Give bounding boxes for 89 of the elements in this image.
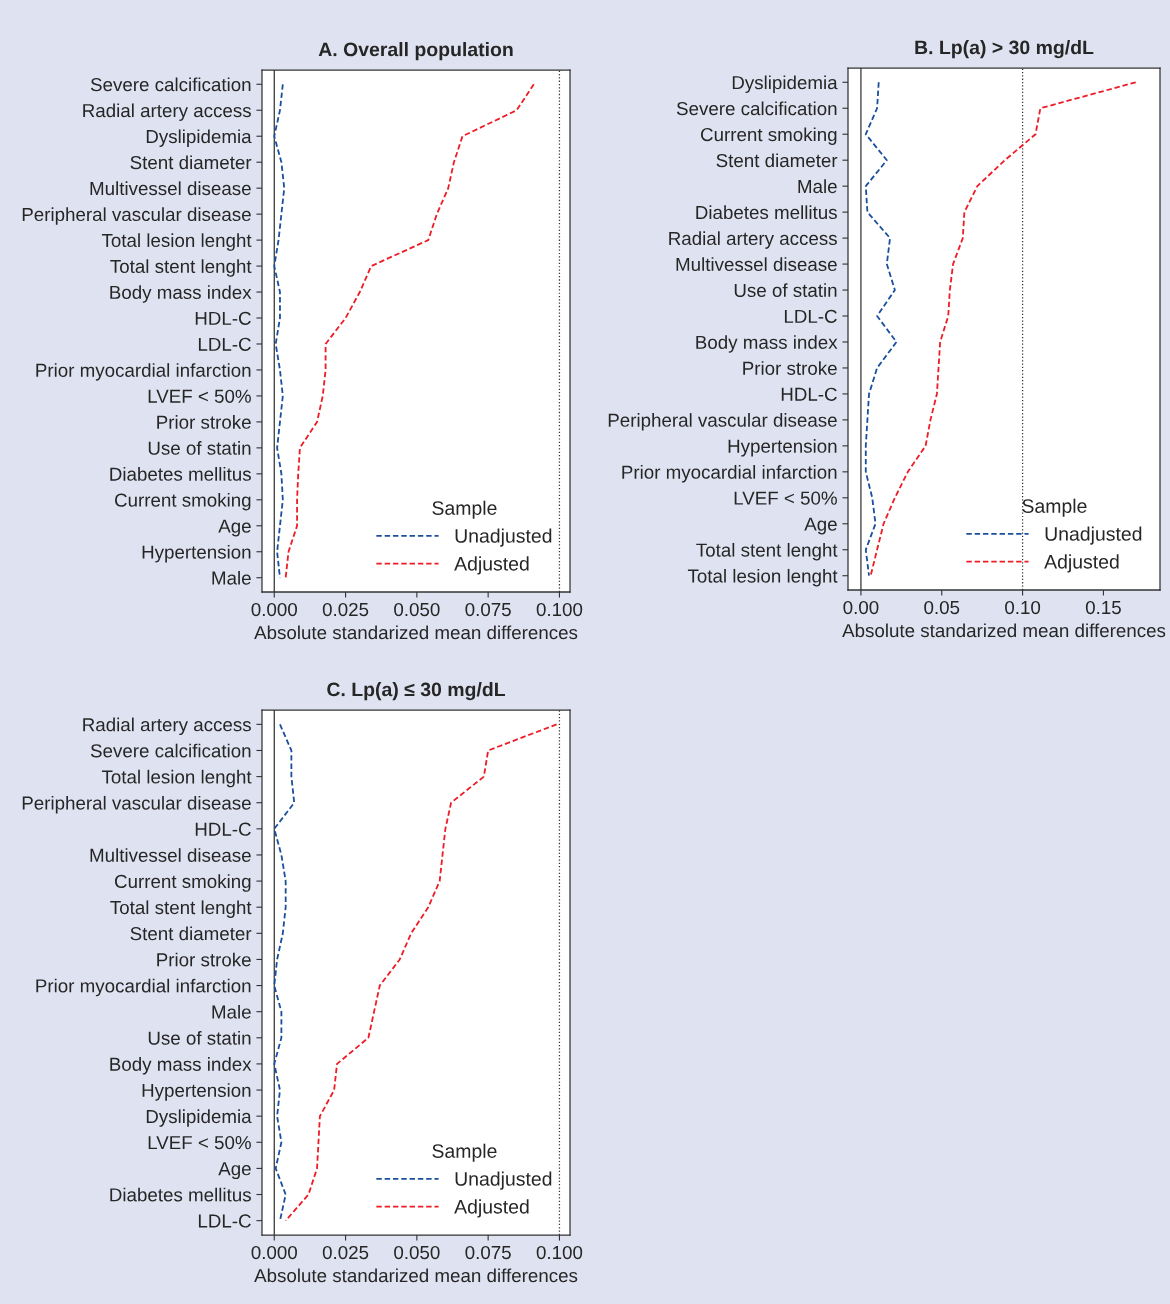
x-tick-label: 0.050 (394, 602, 440, 617)
y-tick-label: Severe calcification (90, 77, 251, 92)
x-tick-label: 0.000 (251, 1245, 297, 1260)
y-tick-label: Peripheral vascular disease (22, 207, 251, 225)
y-tick-label: Male (798, 179, 837, 194)
y-tick-label: Current smoking (115, 493, 251, 511)
y-tick-label: Hypertension (142, 1083, 251, 1101)
y-tick-label: Use of statin (148, 441, 251, 455)
y-tick-label: Severe calcification (90, 743, 251, 758)
y-tick-label: Hypertension (142, 544, 251, 563)
y-tick-label: Stent diameter (716, 153, 838, 168)
x-tick-label: 0.05 (924, 600, 960, 615)
y-tick-label: Diabetes mellitus (696, 205, 837, 220)
x-axis-title: Absolute standarized mean differences (254, 1268, 578, 1283)
x-tick-label: 0.050 (394, 1245, 440, 1260)
y-tick-label: Total stent lenght (110, 900, 252, 918)
y-tick-label: Severe calcification (676, 101, 837, 116)
y-tick-label: Male (212, 1004, 251, 1019)
y-tick-label: Multivessel disease (90, 848, 251, 862)
legend-title: Sample (432, 500, 497, 519)
y-tick-label: LDL-C (198, 1214, 251, 1228)
y-tick-label: Age (804, 517, 837, 535)
y-tick-label: Current smoking (115, 874, 251, 892)
x-axis-title: Absolute standarized mean differences (842, 623, 1166, 638)
legend-label: Unadjusted (1045, 526, 1142, 545)
y-tick-label: Total lesion lenght (101, 233, 252, 251)
x-tick-label: 0.025 (322, 1245, 369, 1260)
y-tick-label: Prior stroke (157, 952, 251, 967)
y-tick-label: Dyslipidemia (732, 75, 838, 93)
y-tick-label: LVEF < 50% (148, 389, 251, 403)
y-tick-label: Age (218, 519, 251, 537)
y-tick-label: Multivessel disease (676, 257, 837, 272)
x-tick-label: 0.075 (465, 1245, 511, 1260)
chart-title: A. Overall population (318, 42, 513, 61)
y-tick-label: LDL-C (784, 309, 837, 323)
y-tick-label: Radial artery access (83, 717, 251, 736)
y-tick-label: Use of statin (148, 1031, 251, 1045)
y-tick-label: Hypertension (728, 439, 837, 457)
y-tick-label: HDL-C (195, 311, 251, 325)
y-tick-label: Diabetes mellitus (110, 1187, 251, 1202)
legend-title: Sample (1022, 498, 1087, 517)
y-tick-label: Peripheral vascular disease (608, 413, 837, 431)
y-tick-label: Prior myocardial infarction (622, 465, 837, 483)
x-tick-label: 0.075 (465, 602, 511, 617)
y-tick-label: Stent diameter (130, 926, 252, 941)
y-tick-label: Body mass index (110, 285, 252, 303)
y-tick-label: LVEF < 50% (148, 1135, 251, 1150)
y-tick-label: Stent diameter (130, 155, 252, 170)
x-tick-label: 0.000 (251, 602, 297, 617)
legend-label: Unadjusted (455, 528, 552, 547)
y-tick-label: Prior myocardial infarction (36, 363, 251, 381)
y-tick-label: HDL-C (781, 387, 837, 401)
y-tick-label: LVEF < 50% (734, 491, 837, 505)
x-tick-label: 0.100 (536, 1245, 583, 1260)
x-tick-label: 0.15 (1085, 600, 1121, 615)
y-tick-label: Radial artery access (669, 231, 837, 249)
y-tick-label: Peripheral vascular disease (22, 795, 251, 814)
y-tick-label: Dyslipidemia (146, 129, 252, 147)
legend-label: Adjusted (454, 556, 529, 575)
y-tick-label: Radial artery access (83, 103, 251, 121)
y-tick-label: HDL-C (195, 822, 251, 836)
legend-label: Adjusted (1044, 554, 1119, 573)
y-tick-label: Total lesion lenght (687, 568, 838, 587)
y-tick-label: Use of statin (734, 283, 837, 298)
y-tick-label: Dyslipidemia (146, 1109, 252, 1127)
y-tick-label: Body mass index (696, 335, 838, 353)
x-tick-label: 0.025 (322, 602, 369, 617)
y-tick-label: Multivessel disease (90, 181, 251, 196)
chart-title: B. Lp(a) > 30 mg/dL (915, 40, 1094, 59)
y-tick-label: Prior myocardial infarction (36, 978, 251, 997)
y-tick-label: Prior stroke (743, 361, 837, 375)
y-tick-label: Male (212, 570, 251, 585)
legend-title: Sample (432, 1143, 497, 1162)
y-tick-label: Total stent lenght (110, 259, 252, 277)
x-tick-label: 0.100 (536, 602, 583, 617)
x-tick-label: 0.00 (843, 600, 879, 615)
y-tick-label: Total lesion lenght (101, 769, 252, 788)
legend-label: Adjusted (454, 1199, 529, 1218)
y-tick-label: Age (218, 1162, 251, 1180)
y-tick-label: Total stent lenght (696, 542, 838, 561)
y-tick-label: Diabetes mellitus (110, 467, 251, 481)
legend-label: Unadjusted (455, 1171, 552, 1190)
y-tick-label: Body mass index (110, 1057, 252, 1075)
y-tick-label: LDL-C (198, 337, 251, 351)
x-axis-title: Absolute standarized mean differences (254, 625, 578, 640)
y-tick-label: Current smoking (701, 127, 837, 145)
chart-title: C. Lp(a) ≤ 30 mg/dL (327, 682, 506, 701)
x-tick-label: 0.10 (1005, 600, 1041, 615)
y-tick-label: Prior stroke (157, 415, 251, 429)
